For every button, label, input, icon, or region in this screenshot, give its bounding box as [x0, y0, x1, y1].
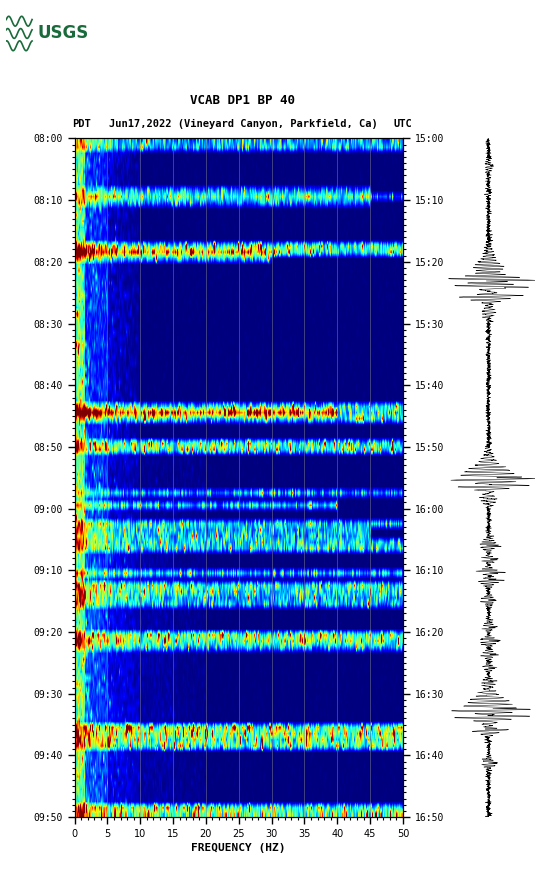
Text: PDT: PDT — [72, 120, 91, 129]
Text: USGS: USGS — [38, 24, 89, 43]
Text: Jun17,2022 (Vineyard Canyon, Parkfield, Ca): Jun17,2022 (Vineyard Canyon, Parkfield, … — [109, 120, 377, 129]
X-axis label: FREQUENCY (HZ): FREQUENCY (HZ) — [192, 843, 286, 853]
Text: UTC: UTC — [394, 120, 412, 129]
Text: VCAB DP1 BP 40: VCAB DP1 BP 40 — [190, 94, 295, 107]
